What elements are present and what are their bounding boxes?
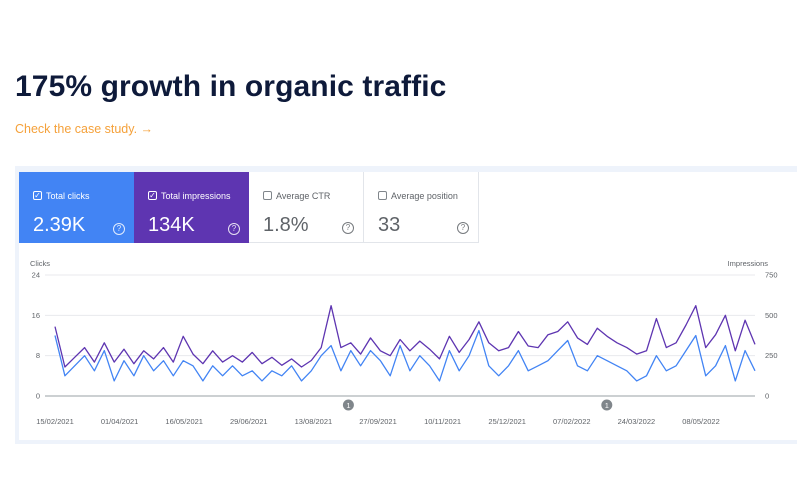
help-icon[interactable]: ?	[113, 223, 125, 235]
metric-value: 1.8%	[263, 214, 309, 236]
checkbox-unchecked-icon[interactable]	[378, 191, 387, 201]
checkbox-checked-icon[interactable]: ✓	[33, 191, 42, 201]
x-tick-label: 13/08/2021	[295, 417, 333, 426]
y-right-axis-title: Impressions	[728, 259, 769, 268]
metric-tile-average-position[interactable]: Average position 33 ?	[364, 172, 479, 243]
case-study-link[interactable]: Check the case study. →	[15, 122, 153, 136]
metric-tile-average-ctr[interactable]: Average CTR 1.8% ?	[249, 172, 364, 243]
case-study-link-text: Check the case study.	[15, 122, 138, 136]
checkbox-unchecked-icon[interactable]	[263, 191, 272, 201]
annotation-label: 1	[605, 401, 609, 410]
x-tick-label: 07/02/2022	[553, 417, 591, 426]
series-line-total-clicks	[54, 329, 756, 382]
y-left-axis-title: Clicks	[30, 259, 50, 268]
metric-value: 2.39K	[33, 214, 86, 236]
metric-label: Total clicks	[46, 190, 90, 201]
x-tick-label: 10/11/2021	[424, 417, 461, 426]
x-tick-label: 08/05/2022	[682, 417, 720, 426]
arrow-right-icon: →	[140, 122, 154, 136]
metric-tile-total-clicks[interactable]: ✓ Total clicks 2.39K ?	[19, 172, 134, 243]
annotation-marker	[342, 399, 354, 411]
metric-value: 134K	[148, 214, 195, 236]
x-tick-label: 16/05/2021	[165, 417, 203, 426]
metric-label: Average position	[391, 190, 458, 201]
metric-label: Total impressions	[161, 190, 231, 201]
y-right-tick-label: 0	[765, 392, 769, 401]
x-tick-label: 27/09/2021	[359, 417, 397, 426]
help-icon[interactable]: ?	[457, 222, 469, 234]
y-right-tick-label: 250	[765, 351, 778, 360]
annotation-marker	[601, 399, 613, 411]
metric-tile-total-impressions[interactable]: ✓ Total impressions 134K ?	[134, 172, 249, 243]
checkbox-checked-icon[interactable]: ✓	[148, 191, 157, 201]
y-right-tick-label: 750	[765, 271, 778, 280]
x-tick-label: 29/06/2021	[230, 417, 268, 426]
y-right-tick-label: 500	[765, 311, 778, 320]
y-left-tick-label: 24	[32, 271, 40, 280]
x-tick-label: 15/02/2021	[36, 417, 74, 426]
y-left-tick-label: 8	[36, 351, 40, 360]
help-icon[interactable]: ?	[342, 222, 354, 234]
x-tick-label: 25/12/2021	[488, 417, 526, 426]
x-tick-label: 01/04/2021	[101, 417, 139, 426]
y-left-tick-label: 16	[32, 311, 40, 320]
help-icon[interactable]: ?	[228, 223, 240, 235]
page-title: 175% growth in organic traffic	[15, 70, 447, 103]
metric-label: Average CTR	[276, 190, 331, 201]
annotation-label: 1	[346, 401, 350, 410]
metric-value: 33	[378, 214, 401, 236]
y-left-tick-label: 0	[36, 392, 40, 401]
x-tick-label: 24/03/2022	[618, 417, 656, 426]
series-line-total-impressions	[54, 305, 756, 368]
